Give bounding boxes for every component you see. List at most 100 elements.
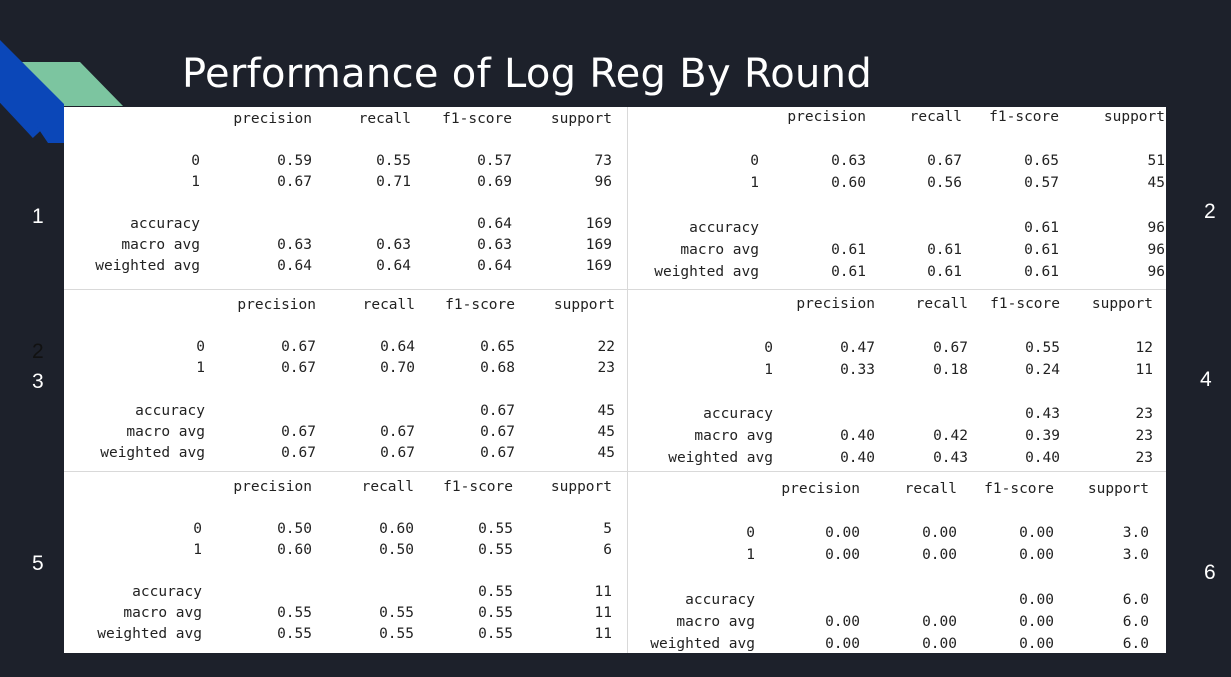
column-header: f1-score <box>445 297 515 313</box>
precision-value: 0.61 <box>831 264 866 280</box>
f1-value: 0.24 <box>1025 362 1060 378</box>
support-value: 6.0 <box>1122 636 1149 652</box>
precision-value: 0.63 <box>831 153 866 169</box>
f1-value: 0.55 <box>1025 340 1060 356</box>
row-label: macro avg <box>126 424 205 440</box>
f1-value: 0.67 <box>480 403 515 419</box>
f1-value: 0.00 <box>1019 614 1054 630</box>
recall-value: 0.67 <box>380 445 415 461</box>
support-value: 3.0 <box>1122 547 1149 563</box>
column-header: precision <box>233 479 312 495</box>
precision-value: 0.55 <box>277 626 312 642</box>
precision-value: 0.60 <box>831 175 866 191</box>
support-value: 96 <box>1147 220 1165 236</box>
recall-value: 0.00 <box>922 614 957 630</box>
decorative-blue-shape <box>0 40 64 143</box>
row-label: 1 <box>764 362 773 378</box>
precision-value: 0.59 <box>277 153 312 169</box>
recall-value: 0.00 <box>922 636 957 652</box>
row-label: 0 <box>746 525 755 541</box>
column-header: recall <box>358 111 411 127</box>
support-value: 6.0 <box>1122 592 1149 608</box>
row-label: 1 <box>193 542 202 558</box>
f1-value: 0.64 <box>477 216 512 232</box>
recall-value: 0.64 <box>376 258 411 274</box>
vertical-divider <box>627 107 628 653</box>
precision-value: 0.67 <box>281 339 316 355</box>
f1-value: 0.65 <box>480 339 515 355</box>
support-value: 45 <box>597 445 615 461</box>
f1-value: 0.63 <box>477 237 512 253</box>
f1-value: 0.40 <box>1025 450 1060 466</box>
precision-value: 0.67 <box>281 445 316 461</box>
f1-value: 0.57 <box>477 153 512 169</box>
row-label: macro avg <box>121 237 200 253</box>
row-label: accuracy <box>132 584 202 600</box>
precision-value: 0.55 <box>277 605 312 621</box>
classification-report-1: precision recall f1-score support 0 0.59 0.55 0… <box>64 107 612 289</box>
f1-value: 0.00 <box>1019 592 1054 608</box>
recall-value: 0.67 <box>380 424 415 440</box>
row-label: weighted avg <box>650 636 755 652</box>
precision-value: 0.64 <box>277 258 312 274</box>
round-label: 3 <box>32 370 44 393</box>
column-header: support <box>1087 481 1149 497</box>
recall-value: 0.60 <box>379 521 414 537</box>
column-header: support <box>1103 109 1165 125</box>
precision-value: 0.00 <box>825 547 860 563</box>
f1-value: 0.68 <box>480 360 515 376</box>
support-value: 169 <box>585 216 612 232</box>
row-label: 1 <box>750 175 759 191</box>
horizontal-divider <box>64 289 1166 290</box>
support-value: 23 <box>1135 406 1153 422</box>
row-label: 0 <box>764 340 773 356</box>
support-value: 5 <box>603 521 612 537</box>
f1-value: 0.67 <box>480 445 515 461</box>
recall-value: 0.64 <box>380 339 415 355</box>
row-label: 1 <box>196 360 205 376</box>
precision-value: 0.61 <box>831 242 866 258</box>
classification-report-6: precision recall f1-score support 0 0.00 0.00 0… <box>628 472 1166 654</box>
column-header: recall <box>915 296 968 312</box>
support-value: 169 <box>585 237 612 253</box>
support-value: 23 <box>597 360 615 376</box>
recall-value: 0.18 <box>933 362 968 378</box>
recall-value: 0.56 <box>927 175 962 191</box>
precision-value: 0.50 <box>277 521 312 537</box>
precision-value: 0.67 <box>281 424 316 440</box>
column-header: recall <box>904 481 957 497</box>
support-value: 6.0 <box>1122 614 1149 630</box>
f1-value: 0.55 <box>478 584 513 600</box>
f1-value: 0.69 <box>477 174 512 190</box>
support-value: 11 <box>594 584 612 600</box>
classification-report-4: precision recall f1-score support 0 0.47 0.67 0… <box>628 290 1166 472</box>
recall-value: 0.67 <box>927 153 962 169</box>
f1-value: 0.00 <box>1019 547 1054 563</box>
column-header: recall <box>909 109 962 125</box>
support-value: 23 <box>1135 450 1153 466</box>
precision-value: 0.63 <box>277 237 312 253</box>
support-value: 3.0 <box>1122 525 1149 541</box>
row-label: accuracy <box>703 406 773 422</box>
classification-report-5: precision recall f1-score support 0 0.50 0.60 0… <box>64 472 612 654</box>
row-label: weighted avg <box>100 445 205 461</box>
column-header: precision <box>237 297 316 313</box>
recall-value: 0.70 <box>380 360 415 376</box>
decorative-green-stripe <box>22 62 123 106</box>
column-header: f1-score <box>989 109 1059 125</box>
f1-value: 0.61 <box>1024 264 1059 280</box>
classification-report-3: precision recall f1-score support 0 0.67 0.64 0… <box>64 290 615 472</box>
recall-value: 0.00 <box>922 525 957 541</box>
recall-value: 0.42 <box>933 428 968 444</box>
classification-report-2: precision recall f1-score support 0 0.63 0.67 0… <box>628 107 1166 289</box>
row-label: macro avg <box>676 614 755 630</box>
support-value: 11 <box>594 626 612 642</box>
support-value: 11 <box>1135 362 1153 378</box>
column-header: support <box>550 111 612 127</box>
support-value: 96 <box>1147 242 1165 258</box>
column-header: f1-score <box>990 296 1060 312</box>
f1-value: 0.39 <box>1025 428 1060 444</box>
precision-value: 0.33 <box>840 362 875 378</box>
support-value: 45 <box>597 403 615 419</box>
f1-value: 0.55 <box>478 542 513 558</box>
